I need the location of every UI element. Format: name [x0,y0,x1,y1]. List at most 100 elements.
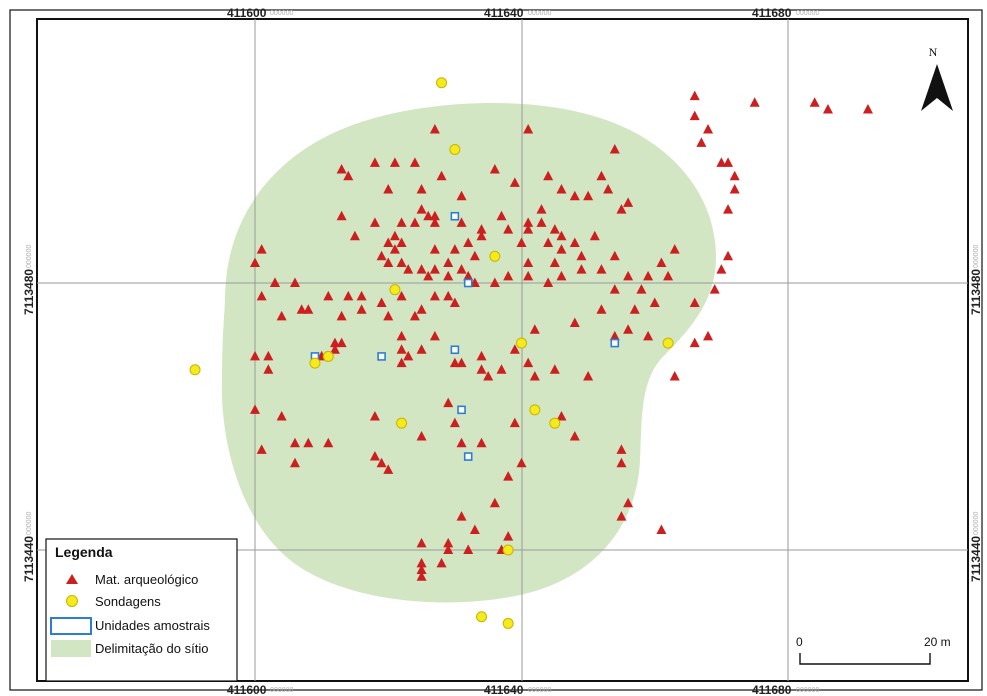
mat-arqueologico-point [409,310,420,321]
mat-arqueologico-point [516,237,527,247]
mat-arqueologico-point [396,257,407,267]
unidade-amostral-point [450,211,460,221]
mat-arqueologico-point [469,250,480,261]
mat-arqueologico-point [383,237,394,247]
legend-label-unidades-amostrais: Unidades amostrais [95,618,210,633]
legend-area-icon [51,640,91,657]
top-label-411680: 411680 [752,6,792,20]
mat-arqueologico-point [456,511,467,521]
mat-arqueologico-point [463,270,474,281]
mat-arqueologico-point [396,290,407,301]
mat-arqueologico-point [443,270,454,281]
mat-arqueologico-point [336,310,347,321]
sondagem-point [502,544,514,556]
mat-arqueologico-point [529,370,540,381]
mat-arqueologico-point [396,330,407,341]
mat-arqueologico-point [456,264,467,274]
mat-arqueologico-point [543,237,554,247]
sondagem-point [322,350,334,362]
mat-arqueologico-point [496,364,507,374]
right-label-7113480: 7113480 [969,269,983,315]
sondagem-point [449,144,461,155]
mat-arqueologico-point [616,204,627,214]
mat-arqueologico-point [489,164,500,174]
mat-arqueologico-point [443,544,454,554]
mat-arqueologico-point [443,290,454,301]
mat-arqueologico-point [376,250,387,261]
mat-arqueologico-point [556,184,567,194]
mat-arqueologico-point [289,457,300,468]
mat-arqueologico-point [509,417,520,428]
mat-arqueologico-point [576,264,587,274]
legend: Legenda Mat. arqueológico Sondagens Unid… [45,538,238,682]
mat-arqueologico-point [503,270,514,281]
mat-arqueologico-point [549,224,560,234]
mat-arqueologico-point [443,257,454,267]
mat-arqueologico-point [263,364,274,374]
mat-arqueologico-point [436,557,447,568]
mat-arqueologico-point [443,397,454,408]
mat-arqueologico-point [463,237,474,247]
mat-arqueologico-point [456,357,467,368]
mat-arqueologico-point [456,217,467,227]
mat-arqueologico-point [569,237,580,247]
top-sublabel-411680: 000000 [796,10,819,17]
mat-arqueologico-point [369,411,380,421]
mat-arqueologico-point [583,190,594,201]
legend-circle-icon [66,595,78,607]
mat-arqueologico-point [429,217,440,227]
mat-arqueologico-point [389,244,400,254]
mat-arqueologico-point [449,244,460,254]
mat-arqueologico-point [749,97,760,107]
mat-arqueologico-point [369,451,380,461]
mat-arqueologico-point [649,297,660,308]
mat-arqueologico-point [416,537,427,548]
mat-arqueologico-point [643,330,654,341]
mat-arqueologico-point [556,411,567,421]
mat-arqueologico-point [276,411,287,421]
mat-arqueologico-point [289,437,300,448]
sondagem-point [476,611,488,623]
legend-label-sondagens: Sondagens [95,594,161,609]
mat-arqueologico-point [523,357,534,368]
unidade-amostral-point [610,338,620,348]
mat-arqueologico-point [689,90,700,101]
mat-arqueologico-point [416,304,427,314]
mat-arqueologico-point [556,244,567,254]
mat-arqueologico-point [476,364,487,374]
mat-arqueologico-point [323,290,334,301]
mat-arqueologico-point [250,257,260,267]
mat-arqueologico-point [376,457,387,468]
sondagem-point [309,357,321,369]
scale-bar: 0 20 m [796,635,951,665]
left-sublabel-7113480: 000000 [26,245,33,268]
mat-arqueologico-point [489,277,500,287]
sondagem-point [549,417,561,429]
mat-arqueologico-point [609,250,620,261]
mat-arqueologico-point [416,184,427,194]
mat-arqueologico-point [496,210,507,221]
bottom-sublabel-411680: 000000 [796,687,819,694]
mat-arqueologico-point [723,250,734,261]
mat-arqueologico-point [583,370,594,381]
mat-arqueologico-point [609,144,620,154]
right-sublabel-7113440: 000000 [973,512,980,535]
mat-arqueologico-point [536,217,547,227]
mat-arqueologico-point [643,270,654,281]
mat-arqueologico-point [543,170,554,181]
mat-arqueologico-point [250,350,260,361]
mat-arqueologico-point [383,257,394,267]
sondagens-layer [189,77,674,629]
mat-arqueologico-point [276,310,287,321]
mat-arqueologico-point [403,350,414,361]
mat-arqueologico-point [416,564,427,575]
mat-arqueologico-point [623,324,634,334]
unidade-amostral-point [457,405,466,415]
mat-arqueologico-point [629,304,640,314]
sondagem-point [396,417,408,429]
right-sublabel-7113480: 000000 [973,245,980,268]
mat-arqueologico-point [596,264,607,274]
mat-arqueologico-point [396,344,407,354]
mat-arqueologico-point [343,290,354,301]
mat-arqueologico-point [396,357,407,368]
